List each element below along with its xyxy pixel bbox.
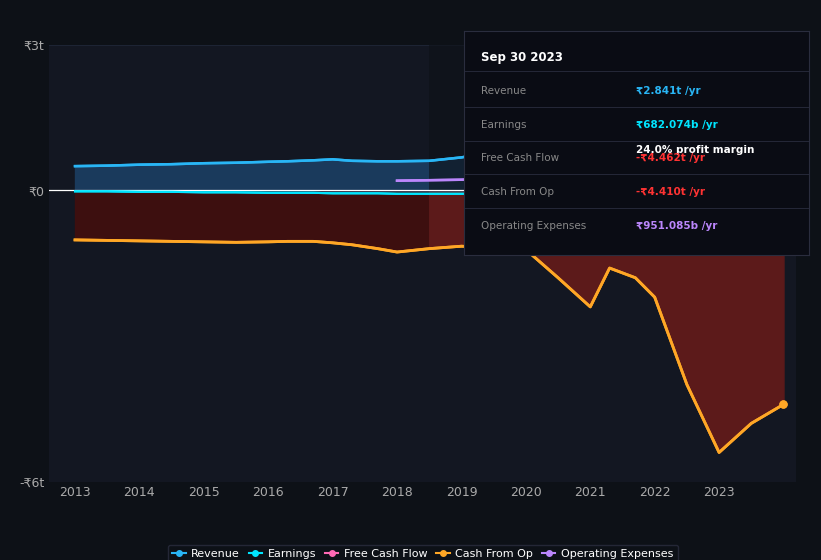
Text: ₹2.841t /yr: ₹2.841t /yr	[636, 86, 701, 96]
Text: 24.0% profit margin: 24.0% profit margin	[636, 144, 754, 155]
Text: ₹682.074b /yr: ₹682.074b /yr	[636, 120, 718, 130]
Text: -₹4.410t /yr: -₹4.410t /yr	[636, 187, 705, 197]
Text: ₹951.085b /yr: ₹951.085b /yr	[636, 221, 718, 231]
Text: Cash From Op: Cash From Op	[481, 187, 554, 197]
Text: Revenue: Revenue	[481, 86, 526, 96]
Text: -₹4.462t /yr: -₹4.462t /yr	[636, 153, 705, 164]
Polygon shape	[429, 45, 796, 190]
Text: Sep 30 2023: Sep 30 2023	[481, 51, 563, 64]
Text: Operating Expenses: Operating Expenses	[481, 221, 586, 231]
Text: Free Cash Flow: Free Cash Flow	[481, 153, 559, 164]
Text: Earnings: Earnings	[481, 120, 526, 130]
Legend: Revenue, Earnings, Free Cash Flow, Cash From Op, Operating Expenses: Revenue, Earnings, Free Cash Flow, Cash …	[167, 544, 678, 560]
